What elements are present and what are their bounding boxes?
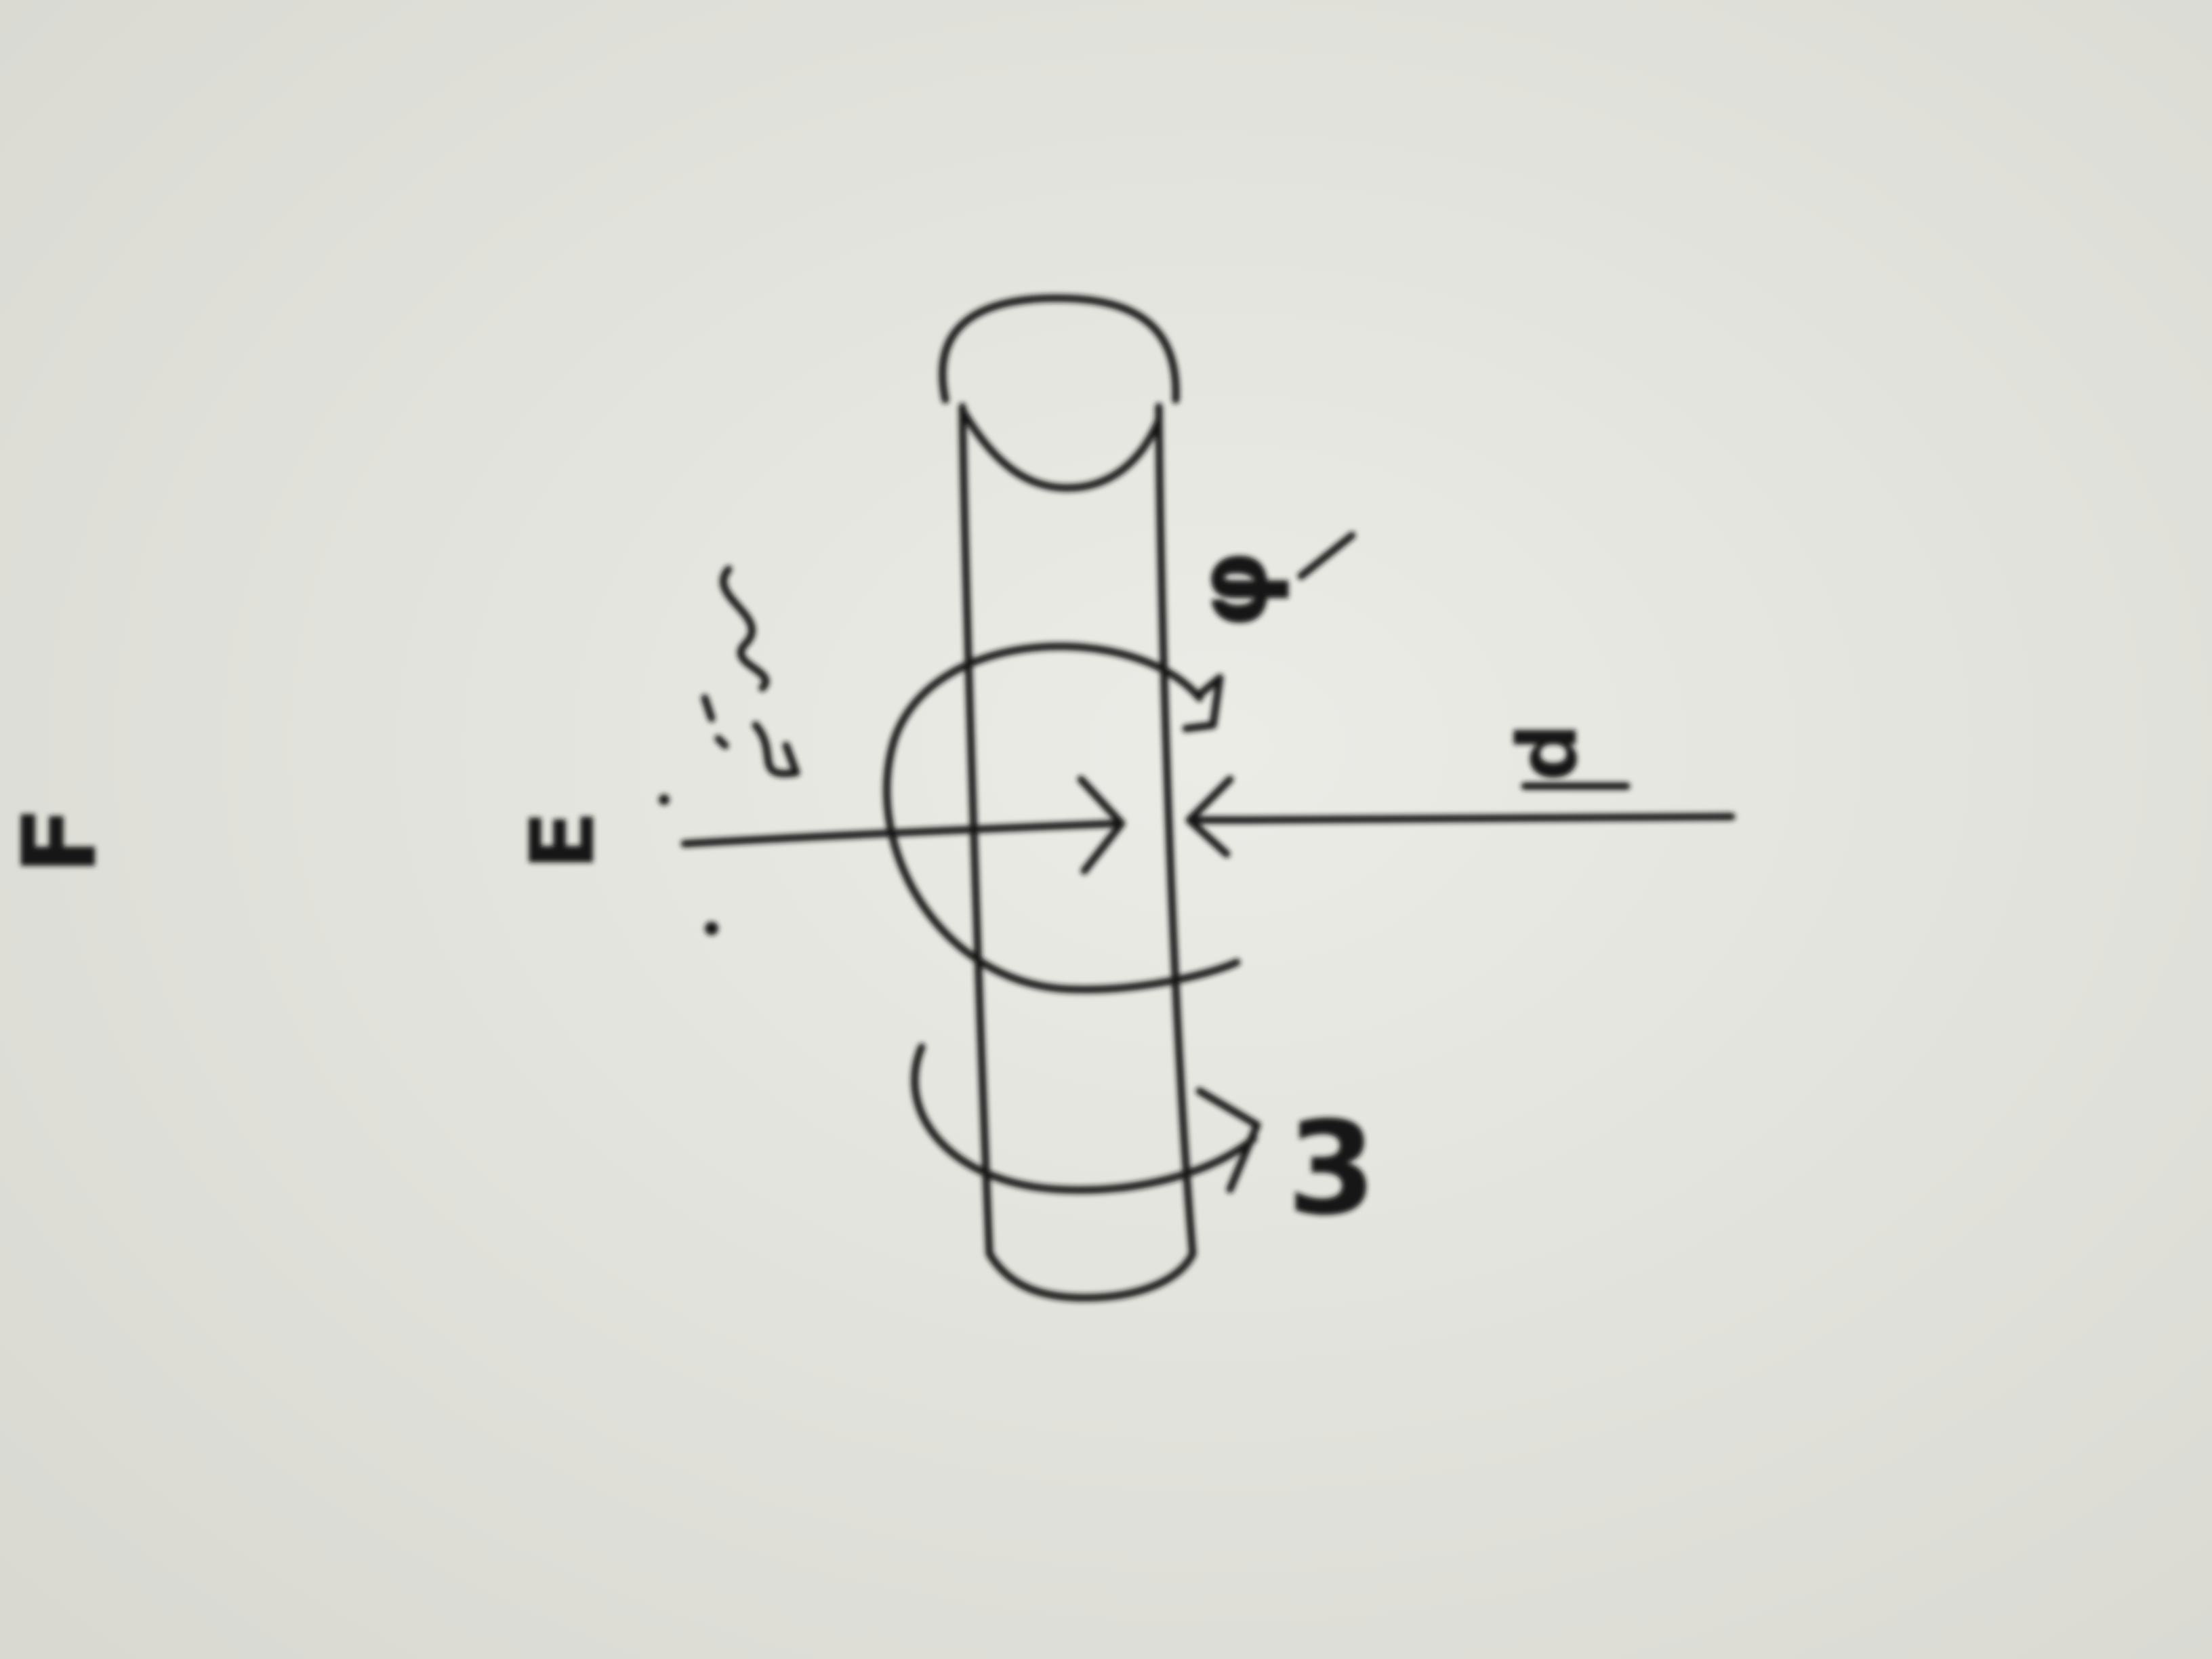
left-label: E: [511, 811, 614, 871]
upper-arc-label: φ: [1174, 550, 1292, 629]
labels: F E d φ 3: [1, 550, 1595, 1244]
cylinder-bottom-ellipse: [985, 1250, 1197, 1302]
dot-mark: [705, 922, 718, 935]
lower-rotation-arc: [911, 1043, 1261, 1194]
cylinder-top-front-edge: [958, 406, 1163, 492]
right-arrow: [1185, 775, 1736, 858]
scribble-marks: [659, 565, 800, 935]
cylinder-right-edge: [1155, 403, 1197, 1258]
cylinder-left-edge: [958, 403, 994, 1258]
cylinder-top-ellipse: [939, 294, 1180, 404]
dot-mark: [659, 794, 670, 805]
upper-rotation-arc: [883, 642, 1241, 994]
cylinder: [939, 294, 1197, 1302]
lower-arc-label: 3: [1287, 1094, 1376, 1244]
right-label: d: [1501, 723, 1595, 781]
edge-mark-label: F: [1, 806, 119, 875]
phi-stem: [1297, 531, 1356, 580]
left-arrow: [680, 775, 1126, 875]
